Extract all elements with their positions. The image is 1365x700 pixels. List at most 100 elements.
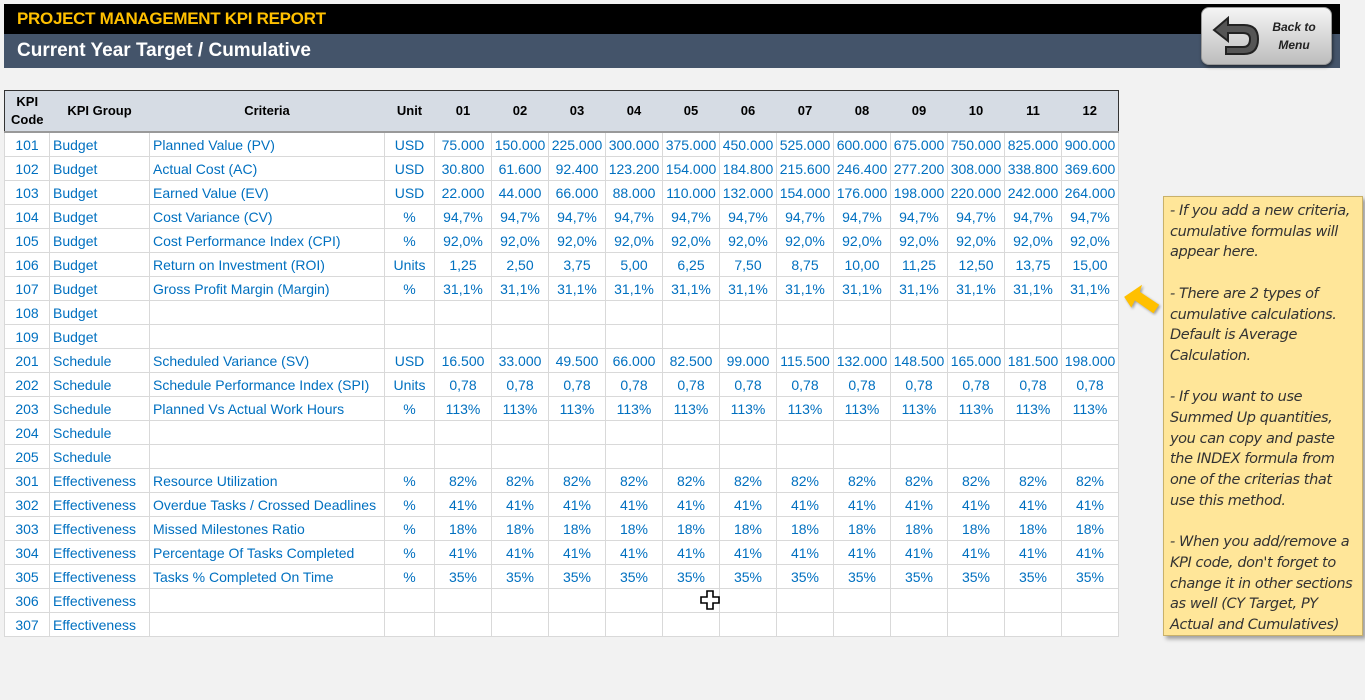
month-value-cell[interactable]: 41% (491, 540, 549, 565)
month-value-cell[interactable]: 22.000 (434, 180, 492, 205)
kpi-group-cell[interactable]: Effectiveness (49, 588, 150, 613)
month-value-cell[interactable]: 0,78 (776, 372, 834, 397)
month-value-cell[interactable] (548, 444, 606, 469)
month-value-cell[interactable]: 31,1% (548, 276, 606, 301)
month-value-cell[interactable]: 18% (434, 516, 492, 541)
month-value-cell[interactable]: 88.000 (605, 180, 663, 205)
criteria-cell[interactable] (149, 324, 385, 349)
month-value-cell[interactable]: 82% (719, 468, 777, 493)
month-value-cell[interactable]: 0,78 (719, 372, 777, 397)
month-value-cell[interactable] (1061, 324, 1119, 349)
month-value-cell[interactable]: 113% (491, 396, 549, 421)
month-value-cell[interactable]: 375.000 (662, 131, 720, 157)
month-value-cell[interactable]: 132.000 (833, 348, 891, 373)
month-value-cell[interactable]: 198.000 (890, 180, 948, 205)
month-value-cell[interactable]: 41% (833, 540, 891, 565)
month-value-cell[interactable]: 113% (1004, 396, 1062, 421)
month-value-cell[interactable]: 82% (434, 468, 492, 493)
month-value-cell[interactable] (491, 420, 549, 445)
month-value-cell[interactable]: 150.000 (491, 131, 549, 157)
kpi-code-cell[interactable]: 104 (4, 204, 50, 229)
month-value-cell[interactable]: 113% (1061, 396, 1119, 421)
month-value-cell[interactable] (548, 324, 606, 349)
month-value-cell[interactable]: 31,1% (1061, 276, 1119, 301)
month-value-cell[interactable]: 110.000 (662, 180, 720, 205)
month-value-cell[interactable] (662, 324, 720, 349)
month-value-cell[interactable]: 41% (434, 540, 492, 565)
month-value-cell[interactable]: 148.500 (890, 348, 948, 373)
month-value-cell[interactable]: 35% (662, 564, 720, 589)
month-value-cell[interactable] (719, 588, 777, 613)
month-value-cell[interactable]: 18% (1061, 516, 1119, 541)
kpi-code-cell[interactable]: 108 (4, 300, 50, 325)
month-value-cell[interactable]: 450.000 (719, 131, 777, 157)
month-value-cell[interactable]: 94,7% (947, 204, 1005, 229)
month-value-cell[interactable]: 113% (548, 396, 606, 421)
month-value-cell[interactable]: 15,00 (1061, 252, 1119, 277)
month-value-cell[interactable]: 82% (605, 468, 663, 493)
month-value-cell[interactable]: 13,75 (1004, 252, 1062, 277)
unit-cell[interactable]: % (384, 540, 435, 565)
month-value-cell[interactable]: 94,7% (434, 204, 492, 229)
month-value-cell[interactable]: 66.000 (548, 180, 606, 205)
month-value-cell[interactable]: 277.200 (890, 156, 948, 181)
month-value-cell[interactable]: 246.400 (833, 156, 891, 181)
month-value-cell[interactable]: 94,7% (719, 204, 777, 229)
month-value-cell[interactable]: 92.400 (548, 156, 606, 181)
month-value-cell[interactable]: 35% (833, 564, 891, 589)
month-value-cell[interactable]: 41% (947, 540, 1005, 565)
kpi-code-cell[interactable]: 103 (4, 180, 50, 205)
unit-cell[interactable]: Units (384, 252, 435, 277)
month-value-cell[interactable]: 94,7% (605, 204, 663, 229)
unit-cell[interactable]: Units (384, 372, 435, 397)
unit-cell[interactable] (384, 324, 435, 349)
kpi-group-cell[interactable]: Budget (49, 204, 150, 229)
month-value-cell[interactable]: 41% (491, 492, 549, 517)
month-value-cell[interactable]: 825.000 (1004, 131, 1062, 157)
kpi-group-cell[interactable]: Budget (49, 228, 150, 253)
unit-cell[interactable]: % (384, 516, 435, 541)
month-value-cell[interactable]: 18% (662, 516, 720, 541)
kpi-code-cell[interactable]: 107 (4, 276, 50, 301)
criteria-cell[interactable]: Return on Investment (ROI) (149, 252, 385, 277)
month-value-cell[interactable]: 41% (947, 492, 1005, 517)
month-value-cell[interactable]: 33.000 (491, 348, 549, 373)
month-value-cell[interactable]: 176.000 (833, 180, 891, 205)
month-value-cell[interactable] (491, 300, 549, 325)
month-value-cell[interactable]: 94,7% (662, 204, 720, 229)
unit-cell[interactable]: USD (384, 156, 435, 181)
month-value-cell[interactable]: 225.000 (548, 131, 606, 157)
month-value-cell[interactable]: 92,0% (662, 228, 720, 253)
month-value-cell[interactable] (890, 300, 948, 325)
month-value-cell[interactable]: 92,0% (1004, 228, 1062, 253)
unit-cell[interactable] (384, 444, 435, 469)
month-value-cell[interactable]: 82% (1004, 468, 1062, 493)
month-value-cell[interactable]: 31,1% (662, 276, 720, 301)
kpi-group-cell[interactable]: Effectiveness (49, 492, 150, 517)
month-value-cell[interactable]: 31,1% (1004, 276, 1062, 301)
month-value-cell[interactable]: 165.000 (947, 348, 1005, 373)
month-value-cell[interactable]: 35% (890, 564, 948, 589)
criteria-cell[interactable] (149, 588, 385, 613)
month-value-cell[interactable]: 41% (833, 492, 891, 517)
unit-cell[interactable] (384, 588, 435, 613)
month-value-cell[interactable]: 154.000 (776, 180, 834, 205)
kpi-group-cell[interactable]: Effectiveness (49, 516, 150, 541)
month-value-cell[interactable]: 75.000 (434, 131, 492, 157)
month-value-cell[interactable]: 300.000 (605, 131, 663, 157)
unit-cell[interactable]: USD (384, 180, 435, 205)
month-value-cell[interactable]: 30.800 (434, 156, 492, 181)
month-value-cell[interactable] (1004, 612, 1062, 637)
month-value-cell[interactable] (890, 324, 948, 349)
month-value-cell[interactable]: 92,0% (605, 228, 663, 253)
unit-cell[interactable]: % (384, 468, 435, 493)
kpi-group-cell[interactable]: Schedule (49, 420, 150, 445)
month-value-cell[interactable]: 44.000 (491, 180, 549, 205)
month-value-cell[interactable]: 115.500 (776, 348, 834, 373)
unit-cell[interactable]: % (384, 276, 435, 301)
month-value-cell[interactable]: 113% (434, 396, 492, 421)
month-value-cell[interactable]: 338.800 (1004, 156, 1062, 181)
kpi-code-cell[interactable]: 202 (4, 372, 50, 397)
month-value-cell[interactable]: 41% (605, 492, 663, 517)
kpi-code-cell[interactable]: 304 (4, 540, 50, 565)
